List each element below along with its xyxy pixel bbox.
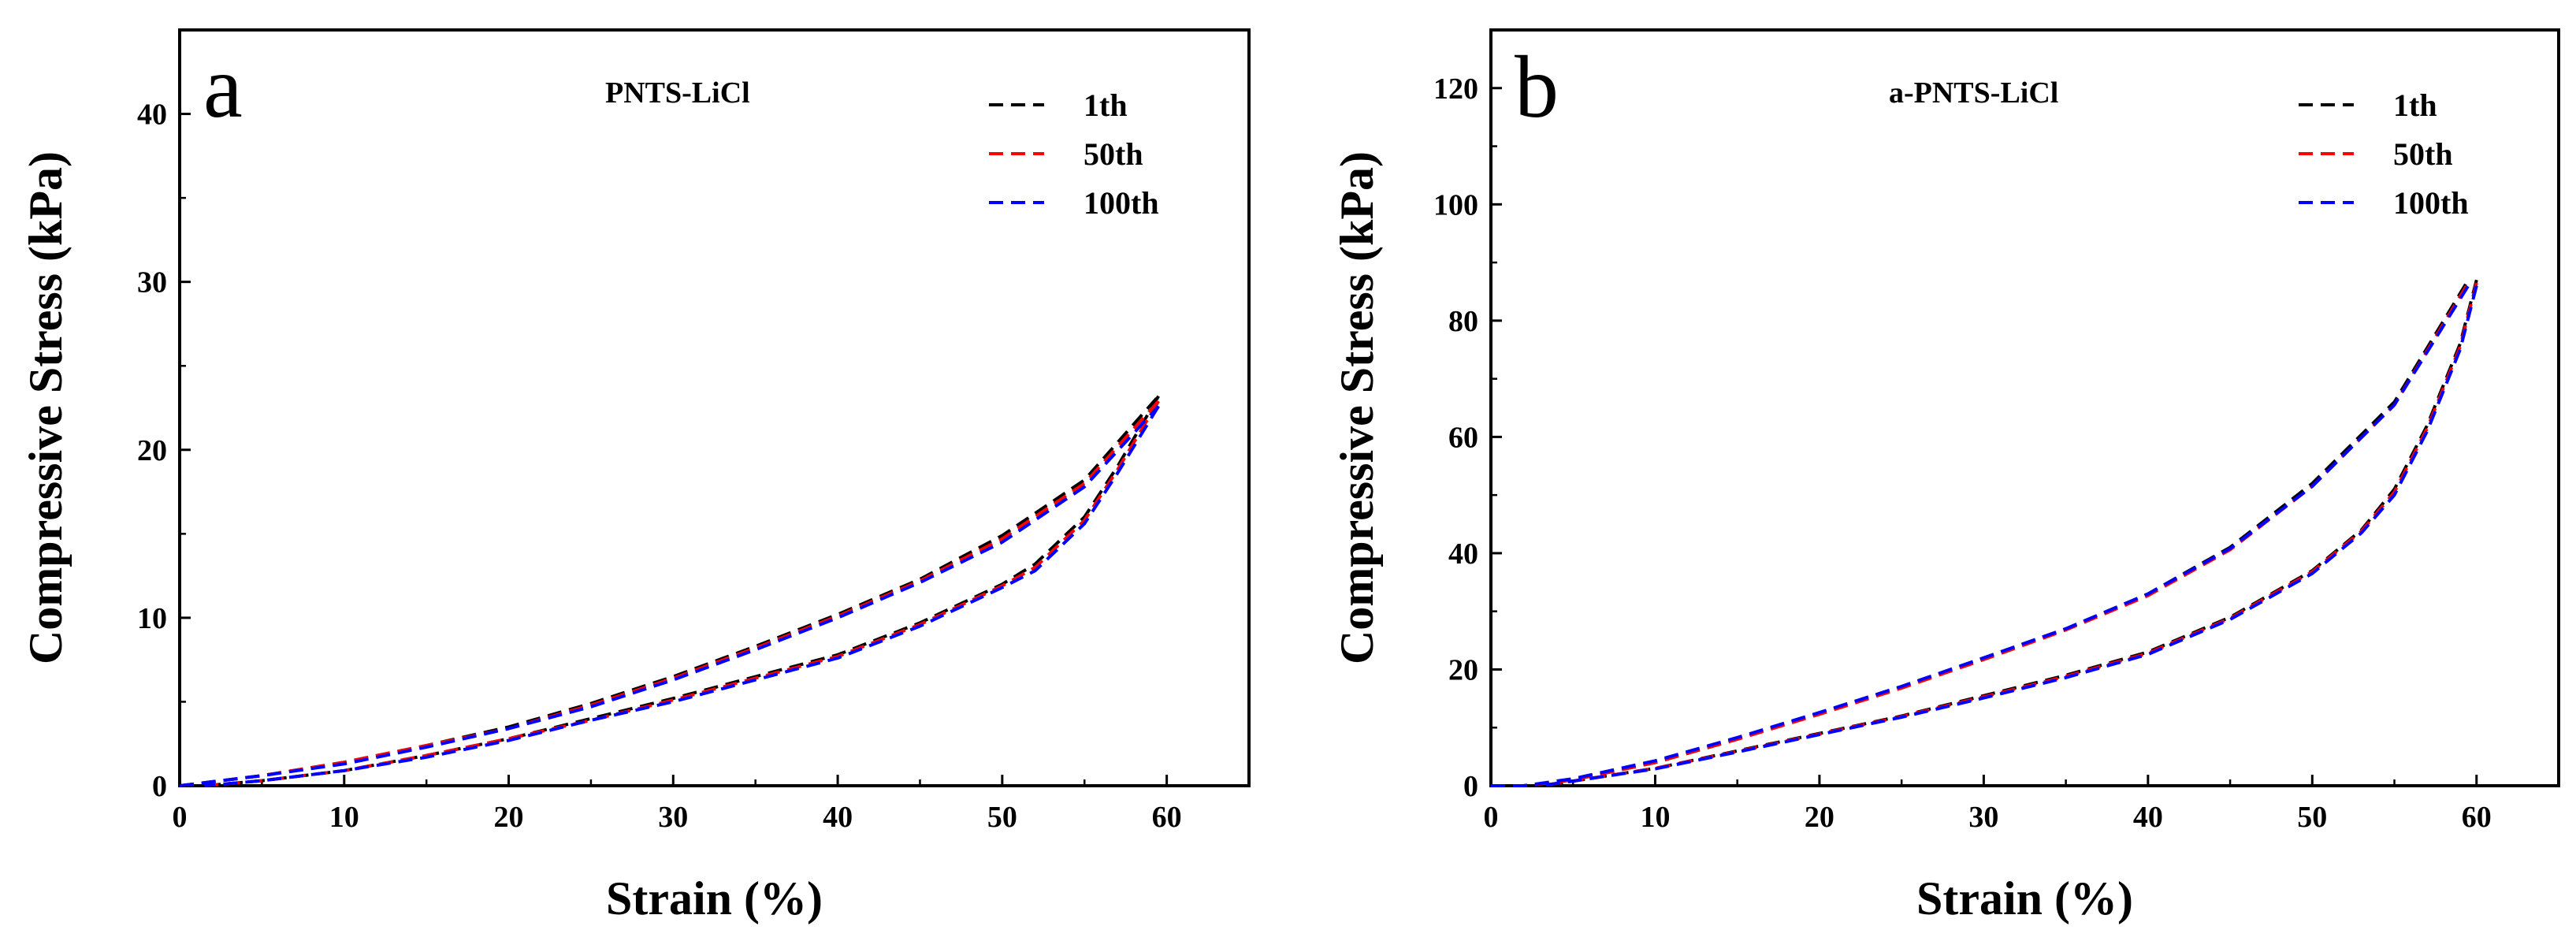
x-tick-label: 0 — [173, 801, 188, 834]
y-tick-label: 60 — [1448, 421, 1478, 454]
x-tick-label: 50 — [2297, 801, 2327, 834]
loading-curve-50th — [179, 400, 1160, 787]
legend-label-100th: 100th — [2393, 185, 2469, 221]
unloading-curve-50th — [1540, 282, 2478, 787]
plot-frame — [1489, 28, 2560, 787]
y-tick-label: 0 — [152, 770, 167, 803]
y-tick-label: 40 — [137, 99, 167, 132]
x-tick-label: 60 — [2462, 801, 2492, 834]
series-1th — [1491, 279, 2478, 787]
panel-label: a — [203, 39, 243, 136]
legend-label-1th: 1th — [2393, 87, 2437, 123]
y-tick-label: 100 — [1433, 188, 1478, 221]
legend-label-50th: 50th — [1084, 136, 1143, 172]
x-tick-label: 10 — [329, 801, 359, 834]
y-tick-label: 80 — [1448, 305, 1478, 338]
legend: 1th 50th 100th — [989, 87, 1159, 221]
panel-title: PNTS-LiCl — [605, 76, 750, 110]
x-axis-title: Strain (%) — [606, 872, 823, 924]
chart-panel-b: 0 10 20 30 40 50 60 0 20 40 60 80 100 120 Strain (%) Co… — [1331, 28, 2560, 924]
unloading-curve-100th — [1540, 285, 2478, 787]
y-tick-label: 120 — [1433, 73, 1478, 106]
x-tick-label: 60 — [1152, 801, 1182, 834]
series-100th — [1491, 285, 2478, 787]
loading-curve-100th — [179, 405, 1160, 787]
y-tick-label: 10 — [137, 602, 167, 635]
legend-label-100th: 100th — [1084, 185, 1159, 221]
chart-panel-a: 0 10 20 30 40 50 60 0 10 20 30 40 Strain (%) Compress… — [20, 28, 1251, 924]
x-tick-label: 30 — [1968, 801, 1998, 834]
unloading-curve-50th — [204, 400, 1160, 787]
series-50th — [179, 400, 1160, 787]
series-100th — [179, 405, 1160, 787]
y-tick-label: 30 — [137, 266, 167, 299]
legend: 1th 50th 100th — [2299, 87, 2469, 221]
series-1th — [179, 395, 1160, 787]
plot-frame — [178, 28, 1251, 787]
x-tick-label: 20 — [1805, 801, 1834, 834]
unloading-curve-100th — [204, 405, 1160, 787]
loading-curve-50th — [1491, 281, 2470, 787]
panel-title: a-PNTS-LiCl — [1889, 76, 2058, 110]
x-tick-label: 30 — [658, 801, 688, 834]
x-tick-label: 20 — [494, 801, 524, 834]
legend-label-50th: 50th — [2393, 136, 2453, 172]
panel-label: b — [1515, 39, 1559, 136]
series-50th — [1491, 281, 2478, 787]
legend-label-1th: 1th — [1084, 87, 1128, 123]
y-axis-title: Compressive Stress (kPa) — [20, 151, 72, 664]
unloading-curve-1th — [1540, 279, 2478, 787]
unloading-curve-1th — [204, 395, 1160, 787]
x-tick-label: 0 — [1484, 801, 1499, 834]
x-tick-label: 50 — [987, 801, 1017, 834]
y-tick-label: 0 — [1463, 770, 1478, 803]
x-tick-label: 40 — [823, 801, 853, 834]
y-axis-title: Compressive Stress (kPa) — [1331, 151, 1383, 664]
loading-curve-100th — [1491, 285, 2470, 787]
y-tick-label: 20 — [1448, 653, 1478, 686]
x-axis-title: Strain (%) — [1916, 872, 2133, 924]
loading-curve-1th — [179, 395, 1160, 787]
x-tick-label: 40 — [2133, 801, 2163, 834]
x-tick-label: 10 — [1640, 801, 1670, 834]
loading-curve-1th — [1491, 279, 2470, 787]
y-tick-label: 20 — [137, 434, 167, 467]
y-tick-label: 40 — [1448, 537, 1478, 571]
